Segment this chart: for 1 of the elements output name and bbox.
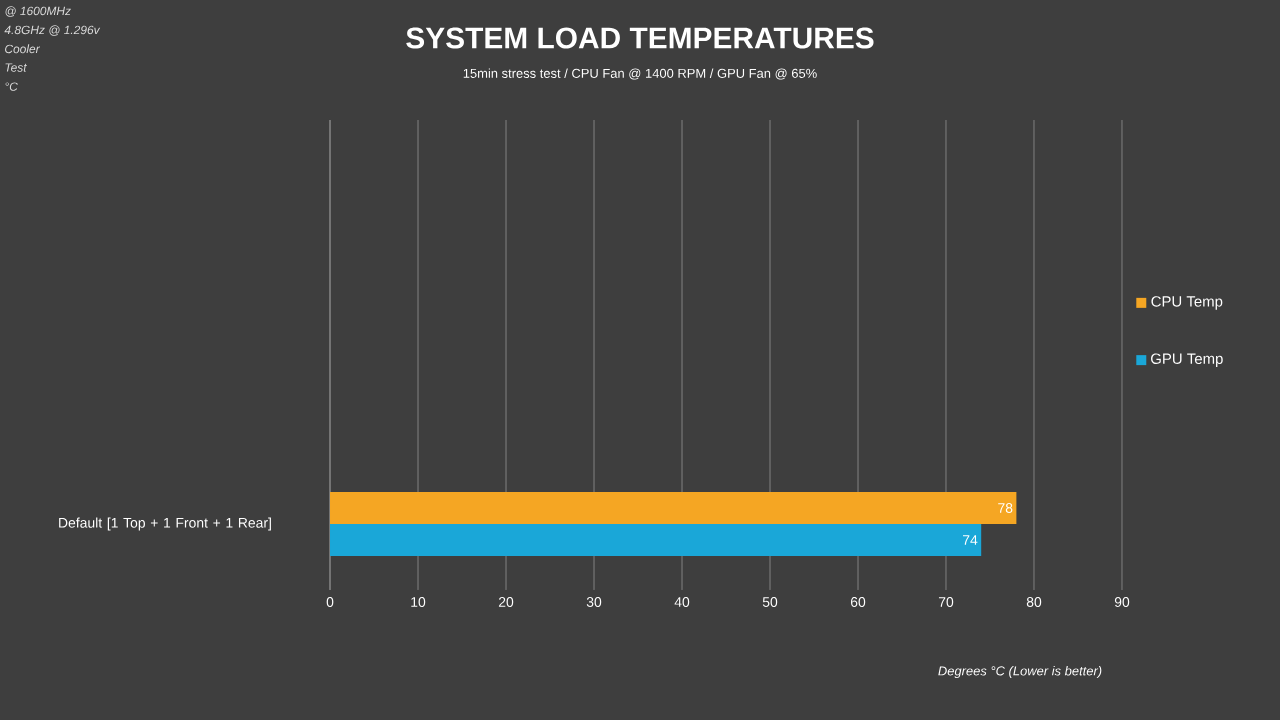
chart-title: SYSTEM LOAD TEMPERATURES: [406, 27, 874, 49]
